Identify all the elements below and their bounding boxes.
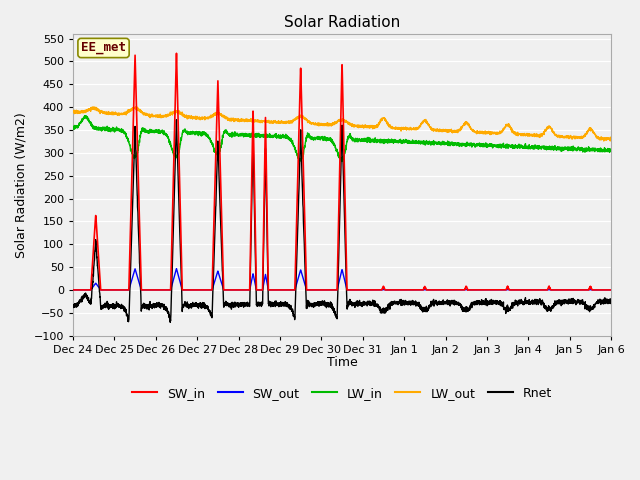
Title: Solar Radiation: Solar Radiation xyxy=(284,15,400,30)
Legend: SW_in, SW_out, LW_in, LW_out, Rnet: SW_in, SW_out, LW_in, LW_out, Rnet xyxy=(127,382,557,405)
Y-axis label: Solar Radiation (W/m2): Solar Radiation (W/m2) xyxy=(15,112,28,258)
X-axis label: Time: Time xyxy=(326,356,357,369)
Text: EE_met: EE_met xyxy=(81,41,126,55)
